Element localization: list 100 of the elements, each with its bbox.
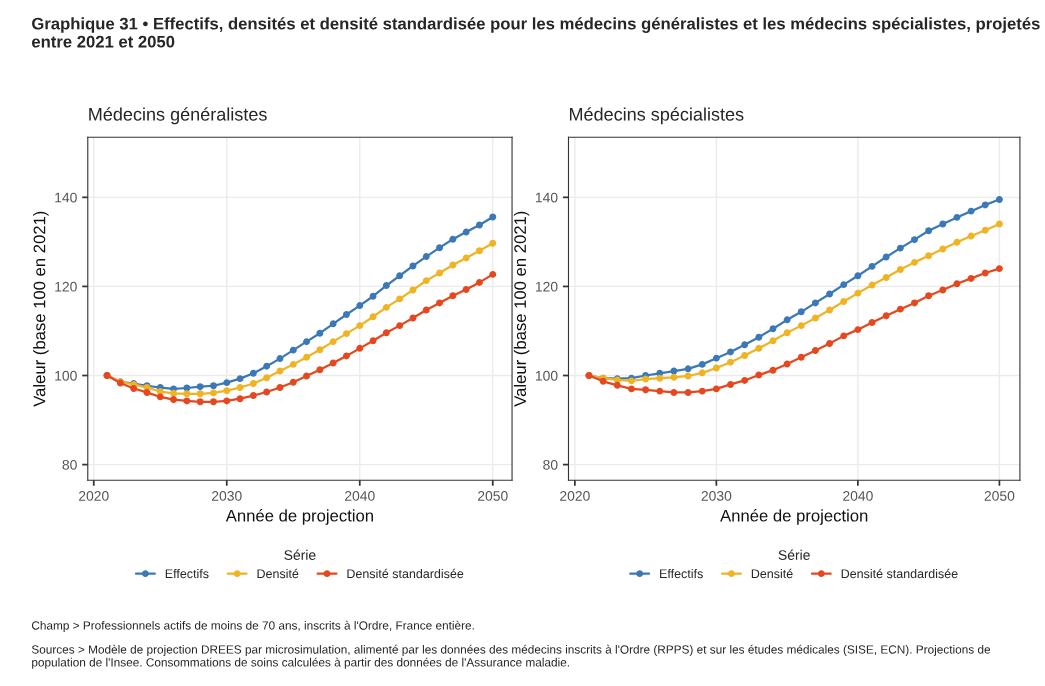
point [911, 299, 918, 307]
point [698, 387, 706, 395]
point [755, 333, 763, 341]
point [882, 274, 890, 281]
point [143, 388, 151, 396]
point [489, 270, 497, 278]
point [627, 385, 635, 393]
point [183, 390, 191, 398]
point [939, 245, 947, 253]
point [369, 292, 377, 300]
point [462, 286, 470, 294]
point [896, 266, 904, 273]
legend-label: Densité standardisée [841, 568, 958, 579]
point [925, 227, 933, 235]
point [840, 281, 848, 289]
y-tick-label: 140 [535, 192, 558, 203]
point [289, 346, 297, 354]
point [642, 375, 650, 383]
legend-label: Densité [751, 568, 793, 579]
point [223, 387, 231, 395]
point [382, 329, 390, 337]
point [840, 298, 848, 306]
point [196, 390, 204, 398]
legend-label: Densité standardisée [347, 568, 464, 579]
point [868, 319, 876, 326]
point [656, 374, 664, 382]
text: Champ > Professionnels actifs de moins de 70 ans, inscrits à l'Ordre, France entière. [31, 620, 474, 632]
point [995, 220, 1003, 228]
y-axis-title: Valeur (base 100 en 2021) [513, 211, 530, 407]
legend-title: Série [284, 549, 316, 560]
point [449, 235, 457, 243]
point [925, 292, 933, 300]
point [882, 253, 890, 261]
point [303, 353, 311, 361]
point [342, 330, 350, 338]
point [422, 253, 430, 261]
point [489, 239, 497, 247]
point [156, 393, 164, 401]
point [783, 316, 791, 324]
point [263, 388, 271, 396]
point [670, 388, 678, 396]
point [684, 365, 692, 373]
point [436, 269, 444, 277]
point [303, 372, 311, 380]
y-tick-label: 100 [535, 370, 558, 381]
point [755, 344, 763, 352]
point [342, 352, 350, 360]
point [868, 262, 876, 270]
x-tick-label: 2040 [843, 490, 873, 501]
x-tick-label: 2020 [560, 490, 590, 501]
point [712, 385, 720, 393]
point [369, 337, 377, 345]
y-tick-label: 80 [543, 459, 558, 470]
point [316, 329, 324, 337]
point [396, 272, 404, 280]
point [925, 252, 933, 260]
point [382, 282, 390, 290]
y-tick-label: 120 [55, 281, 77, 292]
point [741, 341, 749, 349]
point [342, 311, 350, 318]
point [811, 347, 819, 355]
point [826, 339, 834, 347]
point [396, 295, 404, 303]
point [953, 280, 961, 288]
point [769, 366, 777, 374]
point [684, 388, 692, 396]
point [249, 369, 257, 377]
point [656, 387, 664, 395]
legend-title: Série [778, 549, 810, 560]
point [196, 383, 204, 391]
point [783, 329, 791, 337]
point [769, 337, 777, 345]
point [712, 354, 720, 362]
point [130, 384, 138, 392]
point [209, 389, 217, 397]
point [223, 397, 231, 405]
point [642, 386, 650, 394]
point [698, 360, 706, 368]
point [826, 306, 834, 314]
point [967, 274, 975, 282]
x-tick-label: 2030 [212, 490, 242, 501]
legend-label: Effectifs [660, 568, 703, 579]
y-tick-label: 140 [55, 192, 77, 203]
point [953, 238, 961, 246]
chart-title: Médecins spécialistes [569, 107, 744, 125]
x-tick-label: 2040 [345, 490, 375, 501]
point [727, 348, 734, 356]
text: Graphique 31 • Effectifs, densités et densité standardisée pour les médecins généralistes et les médecins spécialistes, projetés entre 2021 et 2050 [32, 17, 1040, 48]
point [263, 374, 271, 382]
point [953, 213, 961, 221]
point [449, 292, 457, 300]
point [276, 355, 284, 363]
source-note: Sources > Modèle de projection DREES par microsimulation, alimenté par les données des médecins inscrits à l'Ordre (RPPS) et sur les études médicales (SISE, ECN). Projections de population de l'Insee. Consommations de soins calculées à partir des données de l'Assurance maladie. [31, 644, 991, 669]
point [911, 258, 918, 266]
point [303, 338, 311, 346]
point [329, 359, 337, 367]
point [449, 261, 457, 269]
point [995, 196, 1003, 204]
point [797, 322, 805, 330]
point [196, 398, 204, 406]
